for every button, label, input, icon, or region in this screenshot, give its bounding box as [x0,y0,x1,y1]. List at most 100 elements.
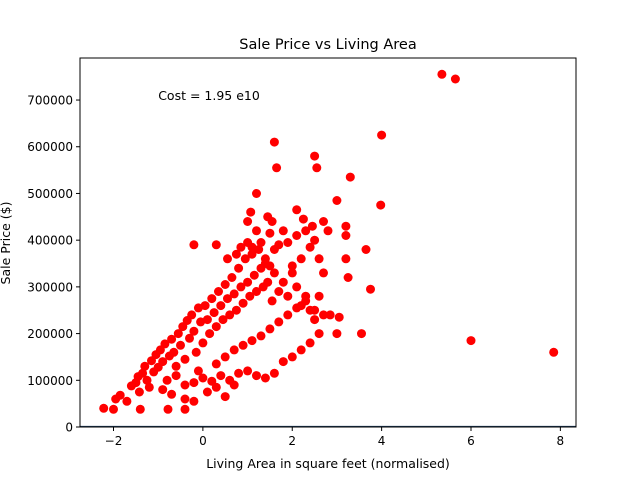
data-point [325,310,335,320]
data-point [189,378,199,388]
y-tick-label: 0 [65,421,73,435]
data-point [180,394,190,404]
data-point [247,336,257,346]
data-point [292,303,302,313]
data-point [341,231,351,240]
data-point [283,291,293,301]
data-point [312,163,322,173]
data-point [246,207,256,217]
chart-title: Sale Price vs Living Area [239,37,416,53]
data-point [211,382,221,392]
data-point [345,172,355,182]
data-point [366,284,375,294]
data-point [334,312,344,322]
data-point [292,205,302,215]
data-point [167,334,177,344]
data-point [189,240,199,250]
data-point [223,294,232,304]
data-point [278,277,288,287]
data-point [307,221,317,231]
data-point [314,254,324,264]
data-point [274,240,284,250]
data-point [231,249,241,259]
data-point [191,347,201,357]
data-point [122,396,132,406]
data-point [319,217,328,226]
data-point [99,403,109,413]
data-point [234,368,244,378]
data-point [115,390,125,400]
data-point [357,329,366,339]
data-point [314,329,324,339]
data-point [301,296,311,306]
data-point [263,212,273,222]
data-point [272,163,282,173]
data-point [134,387,144,397]
data-point [296,345,306,355]
data-point [176,340,185,350]
data-point [252,189,261,198]
data-point [216,301,226,311]
data-point [234,263,244,273]
data-point [376,200,386,210]
data-point [292,231,302,240]
data-point [287,268,297,278]
data-point [202,315,212,325]
y-tick-label: 600000 [27,140,73,154]
x-tick-label: −2 [105,434,123,448]
data-point [466,336,476,346]
data-point [287,352,297,362]
data-point [310,235,320,245]
data-point [171,371,181,381]
data-point [144,382,154,392]
data-point [142,375,152,385]
data-point [377,130,387,140]
y-tick-label: 200000 [27,327,73,341]
data-point [207,294,217,304]
data-point [301,226,311,236]
data-point [223,254,232,264]
x-tick-label: 4 [378,434,386,448]
data-point [198,338,208,348]
data-point [216,371,226,381]
data-point [252,287,261,296]
data-point [247,242,257,252]
data-point [185,333,194,343]
data-point [196,317,206,327]
data-point [437,69,447,79]
data-point [252,226,261,236]
data-point [283,238,293,247]
data-point [169,347,179,357]
data-point [140,361,150,371]
data-point [227,273,237,282]
data-point [263,277,273,287]
data-point [180,380,190,390]
data-point [278,357,288,367]
data-point [319,310,328,320]
data-point [274,287,284,296]
data-point [211,240,221,250]
data-point [287,261,297,271]
data-point [252,371,261,381]
data-point [343,273,353,282]
data-points [99,69,559,414]
data-point [209,308,219,318]
data-point [236,242,246,252]
data-point [229,380,239,390]
data-point [332,329,342,339]
data-point [260,254,270,264]
data-point [274,317,284,327]
data-point [256,238,266,247]
data-point [198,373,208,383]
data-point [549,347,559,357]
data-point [240,254,250,264]
y-axis-ticks: 0 100000 200000 300000 400000 500000 600000 700… [27,94,80,435]
data-point [265,261,275,271]
data-point [214,287,223,296]
data-point [361,245,371,254]
x-tick-label: 0 [199,434,207,448]
data-point [180,354,190,364]
y-tick-label: 700000 [27,94,73,108]
data-point [238,340,248,350]
data-point [163,404,173,414]
